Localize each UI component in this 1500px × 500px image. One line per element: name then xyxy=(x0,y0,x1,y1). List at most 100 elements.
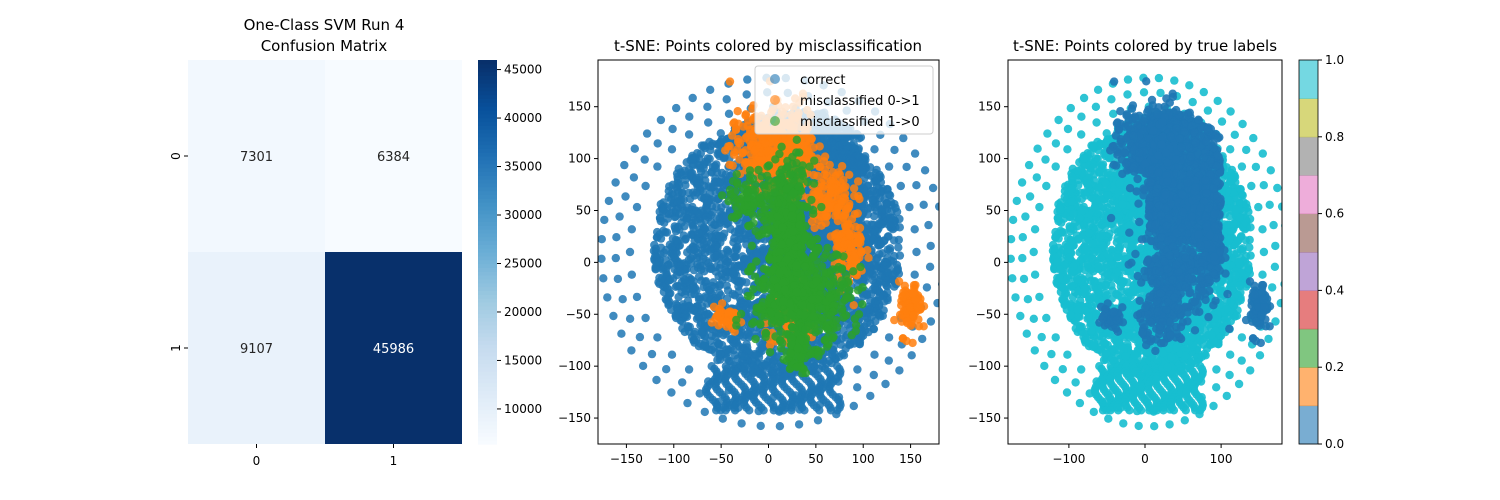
colorbar-segment xyxy=(478,397,497,403)
heatmap-cell-label-0-0: 7301 xyxy=(240,150,273,165)
point-correct xyxy=(833,406,842,415)
colorbar-segment xyxy=(478,228,497,234)
point-correct xyxy=(883,268,893,277)
heatmap-xtick-label-0: 0 xyxy=(253,454,261,468)
point-correct xyxy=(656,115,666,125)
point-correct xyxy=(640,155,649,164)
heatmap-ytick-label-0: 0 xyxy=(169,152,183,160)
point-correct xyxy=(688,93,697,103)
point-correct xyxy=(853,383,862,392)
point-correct xyxy=(682,214,691,223)
point-correct xyxy=(744,228,754,237)
colorbar-segment xyxy=(478,440,497,445)
colorbar-segment xyxy=(478,106,497,111)
point-correct xyxy=(683,398,692,408)
point-correct xyxy=(713,338,722,347)
point-correct xyxy=(857,168,866,177)
point-correct xyxy=(733,236,742,245)
point-misclassified-0-1 xyxy=(820,170,829,179)
point-correct xyxy=(655,257,664,267)
colorbar-segment xyxy=(478,171,497,176)
point-correct xyxy=(883,232,892,241)
colorbar-segment xyxy=(478,255,497,261)
point-correct xyxy=(688,154,697,163)
colorbar-segment xyxy=(478,420,497,426)
point-correct xyxy=(617,329,626,338)
colorbar-tick-label-0: 10000 xyxy=(504,402,542,416)
colorbar-segment xyxy=(478,436,497,441)
point-correct xyxy=(899,133,908,143)
point-correct xyxy=(625,314,635,323)
point-misclassified-0-1 xyxy=(822,212,832,221)
point-misclassified-0-1 xyxy=(840,189,850,198)
point-correct xyxy=(940,261,948,269)
colorbar-segment xyxy=(478,102,497,107)
point-correct xyxy=(673,184,682,194)
colorbar-segment xyxy=(478,286,497,291)
point-misclassified-0-1 xyxy=(725,160,734,169)
point-correct xyxy=(630,144,639,153)
point-correct xyxy=(706,183,715,192)
point-correct xyxy=(712,160,721,169)
point-misclassified-0-1 xyxy=(850,252,859,261)
point-correct xyxy=(629,173,639,182)
point-misclassified-0-1 xyxy=(837,197,847,206)
point-correct xyxy=(928,183,938,193)
point-correct xyxy=(877,205,887,215)
point-correct xyxy=(598,254,606,263)
point-correct xyxy=(717,270,727,279)
point-correct xyxy=(759,243,768,253)
point-correct xyxy=(609,311,618,321)
point-correct xyxy=(870,212,879,221)
colorbar-segment xyxy=(478,248,497,253)
point-correct xyxy=(612,233,621,242)
heatmap-cell-1-1 xyxy=(325,252,462,444)
point-correct xyxy=(684,365,694,374)
colorbar-segment xyxy=(478,394,497,399)
point-correct xyxy=(715,178,724,188)
colorbar-segment xyxy=(478,182,497,188)
colorbar-tick-label-2: 20000 xyxy=(504,305,542,319)
colorbar-segment xyxy=(478,317,497,322)
colorbar-segment xyxy=(478,259,497,265)
point-correct xyxy=(726,273,735,283)
point-correct xyxy=(681,286,690,296)
point-misclassified-0-1 xyxy=(825,204,835,213)
point-correct xyxy=(716,291,726,300)
point-correct xyxy=(704,118,713,127)
point-correct xyxy=(651,244,660,253)
point-correct xyxy=(681,311,690,321)
point-correct xyxy=(695,389,704,398)
point-correct xyxy=(662,365,671,374)
point-correct xyxy=(670,222,679,231)
point-correct xyxy=(694,313,703,322)
point-correct xyxy=(882,281,891,290)
point-correct xyxy=(718,414,727,423)
colorbar-segment xyxy=(478,405,497,411)
colorbar-segment xyxy=(478,125,497,130)
point-correct xyxy=(876,271,886,280)
point-correct xyxy=(756,421,765,431)
point-correct xyxy=(665,240,675,249)
point-correct xyxy=(872,175,882,185)
colorbar-segment xyxy=(478,374,497,380)
point-correct xyxy=(871,317,880,326)
point-correct xyxy=(681,234,690,243)
colorbar-segment xyxy=(478,156,497,161)
confusion-matrix-panel: One-Class SVM Run 4 Confusion Matrix 730… xyxy=(169,16,542,468)
colorbar-tick-label-5: 35000 xyxy=(504,160,542,174)
colorbar-segment xyxy=(478,321,497,326)
point-correct xyxy=(737,419,746,428)
point-correct xyxy=(674,164,683,173)
point-correct xyxy=(715,264,724,273)
colorbar-segment xyxy=(478,382,497,387)
point-correct xyxy=(683,322,693,331)
colorbar-segment xyxy=(478,148,497,153)
point-misclassified-0-1 xyxy=(730,118,739,127)
point-misclassified-0-1 xyxy=(845,170,854,179)
point-correct xyxy=(627,270,636,279)
colorbar-segment xyxy=(478,424,497,430)
colorbar-segment xyxy=(478,209,497,215)
point-correct xyxy=(876,188,885,197)
point-correct xyxy=(868,196,878,205)
